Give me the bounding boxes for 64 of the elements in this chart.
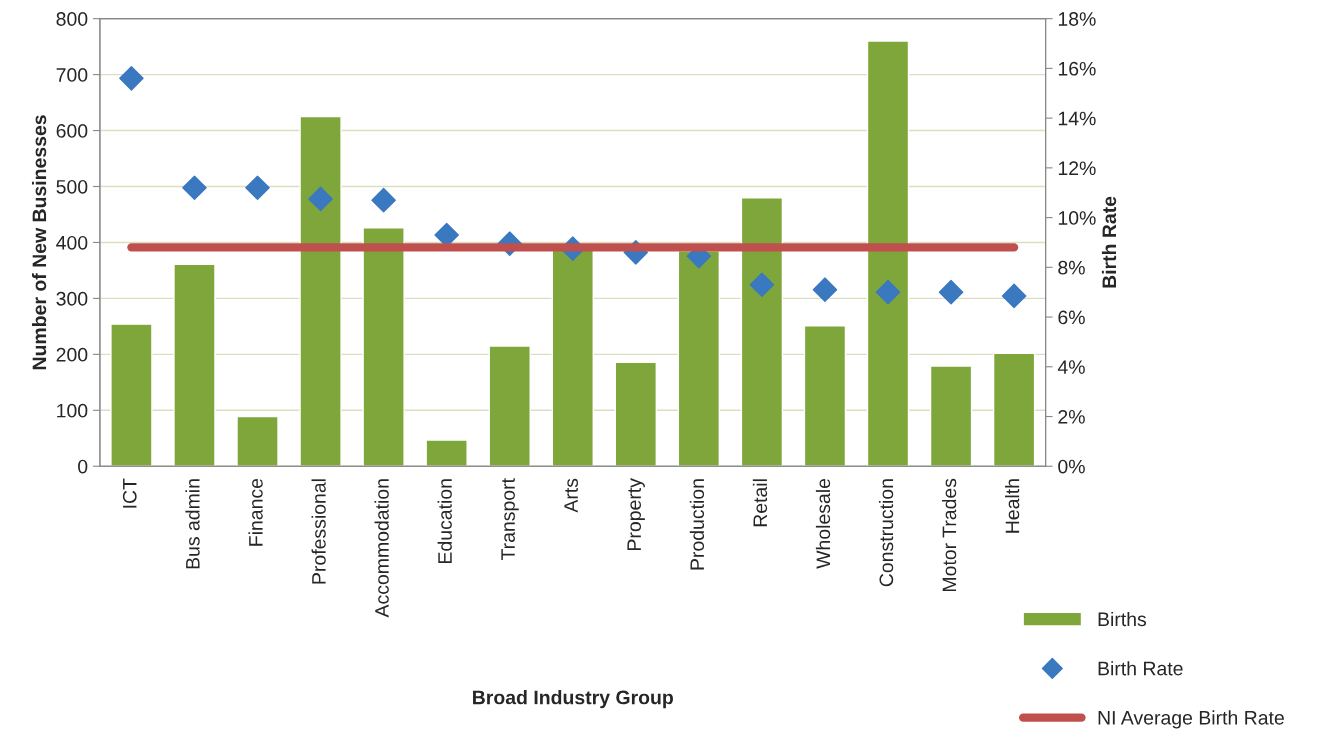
x-tick-label: Accommodation <box>374 479 389 618</box>
bar <box>614 361 657 467</box>
y-tick-label: 300 <box>56 291 88 306</box>
legend-label: Births <box>1098 611 1147 627</box>
x-tick-label: Health <box>1005 479 1020 533</box>
point <box>1001 283 1027 309</box>
x-tick-label: Wholesale <box>815 478 831 569</box>
x-tick-label: ICT <box>122 478 137 508</box>
point <box>371 187 396 213</box>
bar <box>488 345 531 467</box>
y-tick-label: 200 <box>56 347 88 362</box>
x-tick-label: Bus admin <box>185 479 200 569</box>
bar <box>866 40 910 467</box>
point <box>308 186 333 212</box>
x-tick-label: Arts <box>564 478 578 513</box>
bar <box>110 323 153 467</box>
y-tick-label: 800 <box>56 12 88 26</box>
y-tick-label: 600 <box>56 124 88 138</box>
y2-tick-label: 6% <box>1058 310 1085 325</box>
y2-tick-label: 18% <box>1058 12 1096 26</box>
point <box>245 175 270 201</box>
y-tick-label: 100 <box>57 403 88 418</box>
x-tick-label: Education <box>437 479 452 563</box>
y2-tick-label: 10% <box>1058 211 1096 225</box>
x-tick-label: Production <box>689 479 705 570</box>
point <box>938 279 964 305</box>
bar <box>677 250 721 467</box>
point <box>182 175 207 201</box>
point <box>749 272 775 297</box>
x-tick-label: Transport <box>501 478 519 561</box>
y2-tick-label: 12% <box>1058 161 1096 176</box>
y-tick-label: 400 <box>56 235 88 250</box>
x-tick-label: Property <box>627 478 645 550</box>
x-tick-label: Construction <box>878 479 894 587</box>
point <box>875 279 901 305</box>
bar <box>173 263 216 467</box>
legend-label: Birth Rate <box>1098 661 1183 676</box>
y2-axis-title: Birth Rate <box>1101 196 1117 288</box>
y2-tick-label: 8% <box>1058 260 1085 275</box>
y2-tick-label: 14% <box>1058 111 1096 126</box>
bar <box>362 227 405 467</box>
y-tick-label: 700 <box>56 68 88 82</box>
point <box>119 66 144 91</box>
bar <box>992 352 1036 467</box>
x-tick-label: Finance <box>248 478 263 546</box>
y-axis-title: Number of New Businesses <box>31 115 47 370</box>
x-tick-label: Motor Trades <box>941 478 957 591</box>
legend-label: NI Average Birth Rate <box>1098 710 1284 729</box>
point <box>812 277 838 302</box>
bar <box>929 365 973 467</box>
bar <box>803 325 847 467</box>
x-axis-title: Broad Industry Group <box>473 690 673 709</box>
y2-tick-label: 2% <box>1058 409 1085 424</box>
y2-tick-label: 0% <box>1058 459 1085 474</box>
x-tick-label: Professional <box>311 479 326 584</box>
y-tick-label: 500 <box>56 179 88 194</box>
y-tick-label: 0 <box>78 459 88 474</box>
y2-tick-label: 16% <box>1058 61 1096 76</box>
bar <box>299 115 342 467</box>
bar <box>425 439 468 467</box>
y2-tick-label: 4% <box>1057 360 1085 374</box>
x-tick-label: Retail <box>752 479 768 527</box>
bar <box>236 415 279 467</box>
bar <box>740 196 784 467</box>
